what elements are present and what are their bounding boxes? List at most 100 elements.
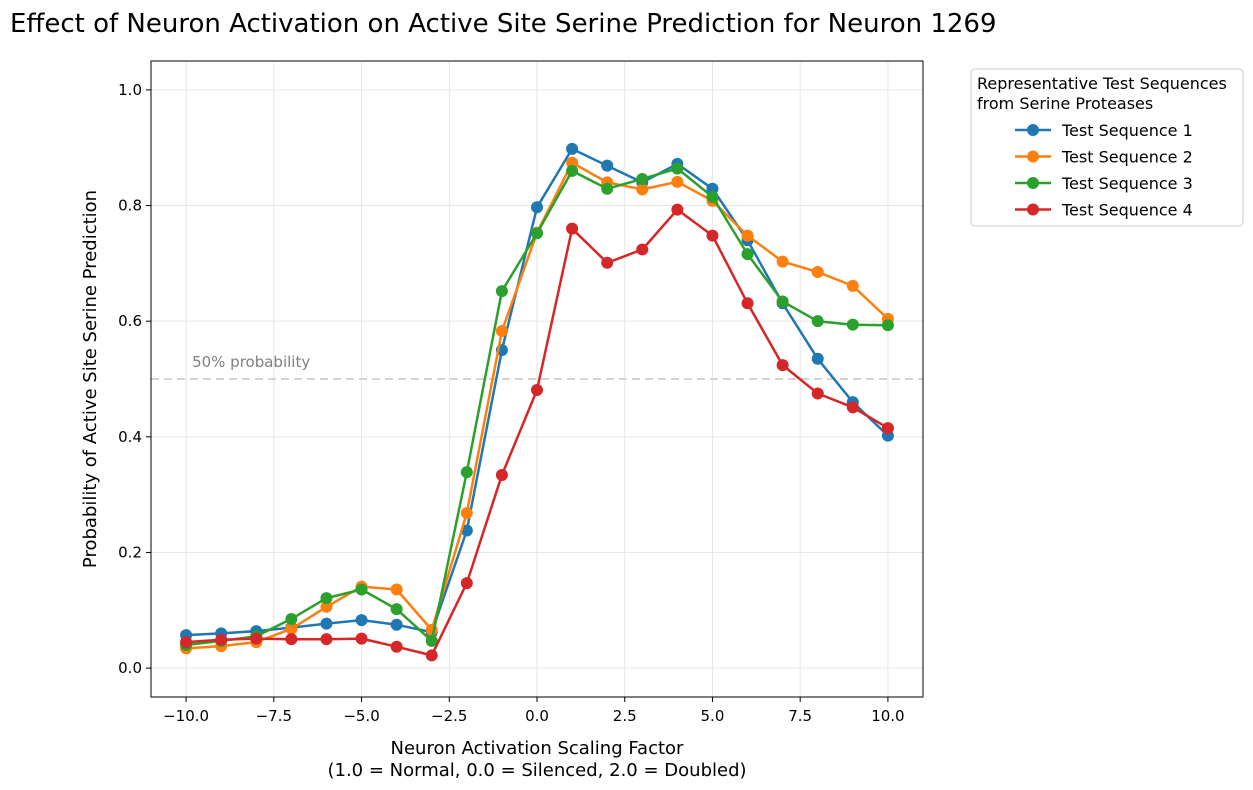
data-point [390,583,403,596]
data-point [566,142,579,155]
y-axis-label: Probability of Active Site Serine Predic… [80,190,101,568]
data-point [846,318,859,331]
data-point [776,359,789,372]
data-point [495,285,508,298]
data-point [320,592,333,605]
legend-marker [1027,150,1039,163]
y-tick-label: 0.2 [118,543,142,561]
reference-line-group: 50% probability [151,353,923,380]
x-tick-label: 2.5 [613,707,637,725]
legend-label: Test Sequence 3 [1061,174,1193,193]
legend-box [970,68,1244,227]
y-tick-label: 1.0 [118,81,142,99]
data-point [320,633,333,646]
y-tick-label: 0.4 [118,428,142,446]
data-point [671,203,684,216]
x-axis-ticks: −10.0 −7.5 −5.0 −2.5 0.0 2.5 5.0 7.5 10.0 [163,697,905,725]
data-point [741,248,754,261]
data-point [741,297,754,310]
data-point [180,636,193,649]
x-axis-label: Neuron Activation Scaling Factor [391,738,685,759]
data-point [601,182,614,195]
data-point [460,466,473,479]
reference-line-label: 50% probability [192,353,310,371]
data-point [460,507,473,520]
data-point [811,387,824,400]
data-point [811,266,824,279]
y-tick-label: 0.6 [118,312,142,330]
x-tick-label: −10.0 [163,707,209,725]
data-point [495,468,508,481]
x-tick-label: −2.5 [431,707,467,725]
x-tick-label: 7.5 [788,707,812,725]
data-point [425,649,438,662]
data-point [846,401,859,414]
data-point [355,632,368,645]
legend-entries: Test Sequence 1 Test Sequence 2 Test Seque… [1015,121,1193,220]
x-tick-label: −7.5 [256,707,292,725]
data-point [811,352,824,365]
x-tick-label: 5.0 [701,707,725,725]
legend-label: Test Sequence 4 [1061,201,1193,220]
legend-entry-3: Test Sequence 3 [1015,174,1193,193]
data-point [776,255,789,268]
data-point [320,617,333,630]
data-point [636,243,649,256]
series-group [180,142,894,662]
data-point [425,634,438,647]
data-point [776,295,789,308]
data-point [285,612,298,625]
legend-entry-2: Test Sequence 2 [1015,148,1193,167]
data-point [250,632,263,645]
x-tick-label: 10.0 [871,707,904,725]
data-point [881,422,894,435]
data-point [741,229,754,242]
legend-title-line2: from Serine Proteases [977,94,1153,113]
y-axis-ticks: 0.0 0.2 0.4 0.6 0.8 1.0 [118,81,151,677]
legend-label: Test Sequence 2 [1061,148,1193,167]
data-point [531,227,543,240]
data-point [531,201,543,214]
data-point [460,524,473,537]
data-point [531,383,543,396]
data-point [636,172,649,185]
data-point [285,622,298,635]
x-tick-label: 0.0 [525,707,549,725]
data-point [495,325,508,338]
legend-label: Test Sequence 1 [1061,121,1193,140]
data-point [320,600,333,613]
data-point [811,315,824,328]
legend: Representative Test Sequences from Serin… [970,68,1244,227]
data-point [566,164,579,177]
chart-title: Effect of Neuron Activation on Active Si… [10,9,997,39]
legend-marker [1027,203,1039,216]
data-point [846,279,859,292]
data-point [566,222,579,235]
data-point [706,229,719,242]
data-point [390,618,403,631]
data-point [460,577,473,590]
data-point [671,162,684,175]
data-point [390,640,403,653]
series-4 [180,203,894,662]
legend-marker [1027,177,1039,189]
data-point [355,614,368,627]
data-point [285,633,298,646]
legend-entry-1: Test Sequence 1 [1015,121,1193,140]
x-axis-label-line2: (1.0 = Normal, 0.0 = Silenced, 2.0 = Dou… [327,760,746,781]
legend-title: Representative Test Sequences [977,74,1227,93]
data-point [355,583,368,596]
data-point [215,633,228,646]
data-point [601,159,614,172]
data-point [601,256,614,269]
legend-entry-4: Test Sequence 4 [1015,201,1193,220]
data-point [706,190,719,203]
y-tick-label: 0.8 [118,197,142,215]
x-tick-label: −5.0 [343,707,379,725]
data-point [671,175,684,188]
data-point [390,603,403,616]
data-point [881,319,894,332]
y-tick-label: 0.0 [118,659,142,677]
legend-marker [1027,124,1039,136]
